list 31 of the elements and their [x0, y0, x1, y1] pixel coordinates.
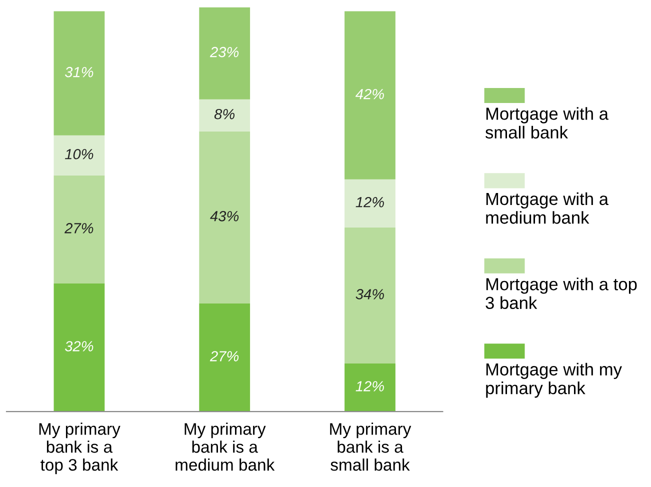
bar — [199, 131, 250, 304]
bar — [344, 363, 396, 412]
bar — [344, 227, 396, 364]
x-tick-label: My primary bank is a medium bank — [176, 422, 275, 471]
data-label: 34% — [356, 289, 384, 300]
bar — [199, 303, 250, 412]
data-label: 31% — [64, 66, 94, 78]
bar — [199, 7, 250, 100]
bar — [54, 283, 105, 412]
data-label: 27% — [64, 223, 94, 234]
x-tick-label: My primary bank is a small bank — [330, 422, 412, 471]
data-label: 43% — [210, 211, 239, 222]
data-label: 27% — [210, 351, 239, 362]
bar — [54, 135, 105, 176]
data-label: 23% — [210, 46, 239, 58]
data-label: 10% — [64, 148, 94, 160]
legend-label: Mortgage with a medium bank — [486, 192, 609, 224]
bar — [54, 11, 105, 136]
legend-label: Mortgage with a small bank — [485, 107, 609, 139]
bar — [54, 175, 105, 284]
bar — [344, 11, 396, 180]
data-label: 8% — [214, 108, 235, 120]
legend-label: Mortgage with a top 3 bank — [486, 278, 637, 310]
data-label: 12% — [356, 381, 384, 392]
legend-label: Mortgage with my primary bank — [486, 362, 622, 398]
x-tick-label: My primary bank is a top 3 bank — [39, 422, 120, 474]
bar — [199, 99, 250, 132]
bar — [344, 179, 396, 228]
data-label: 42% — [355, 88, 384, 100]
data-label: 32% — [64, 341, 94, 352]
data-label: 12% — [356, 196, 384, 208]
